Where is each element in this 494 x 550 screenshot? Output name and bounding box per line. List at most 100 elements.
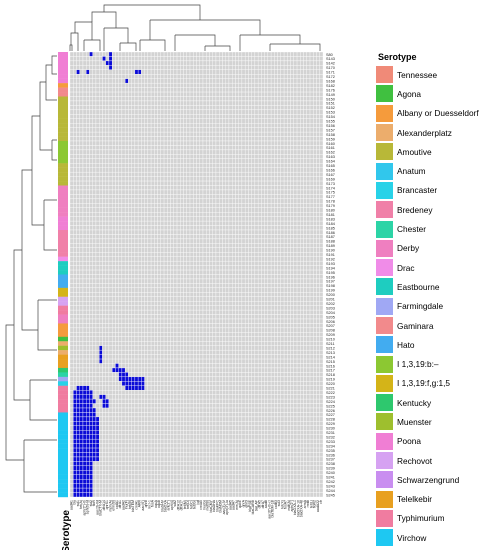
heatmap-cell-absent [118, 309, 123, 315]
heatmap-cell-absent [189, 51, 194, 57]
heatmap-cell-absent [108, 318, 113, 324]
heatmap-cell-absent [137, 114, 142, 119]
heatmap-cell-absent [79, 265, 84, 271]
heatmap-cell-absent [251, 212, 256, 217]
heatmap-cell-absent [160, 96, 165, 102]
heatmap-cell-absent [303, 171, 307, 177]
heatmap-cell-absent [219, 189, 223, 195]
heatmap-cell-absent [92, 256, 97, 262]
heatmap-cell-absent [73, 123, 77, 128]
heatmap-cell-absent [219, 314, 223, 320]
heatmap-cell-absent [293, 167, 298, 173]
heatmap-cell-absent [257, 87, 262, 93]
heatmap-cell-absent [160, 203, 165, 208]
serotype-strip-cell [58, 474, 68, 480]
heatmap-cell-absent [316, 109, 320, 115]
heatmap-cell-absent [180, 220, 184, 226]
heatmap-cell-absent [154, 243, 158, 248]
heatmap-cell-absent [69, 158, 74, 164]
heatmap-cell-absent [309, 74, 314, 79]
heatmap-cell-absent [189, 176, 194, 182]
serotype-strip-cell [58, 465, 68, 471]
serotype-strip-cell [58, 189, 68, 195]
heatmap-cell-absent [170, 220, 174, 226]
heatmap-cell-absent [82, 123, 87, 128]
heatmap-cell-absent [189, 118, 194, 124]
heatmap-cell-absent [79, 127, 84, 133]
heatmap-cell-absent [150, 296, 155, 302]
heatmap-cell-absent [160, 127, 165, 133]
heatmap-cell-absent [309, 207, 314, 213]
heatmap-cell-absent [241, 82, 246, 88]
heatmap-cell-absent [173, 318, 178, 324]
heatmap-cell-absent [244, 198, 249, 204]
heatmap-cell-absent [254, 207, 259, 213]
heatmap-cell-absent [92, 65, 97, 70]
heatmap-cell-absent [82, 131, 87, 137]
heatmap-cell-absent [248, 274, 252, 280]
heatmap-cell-absent [202, 91, 207, 97]
heatmap-cell-absent [183, 131, 187, 137]
heatmap-cell-absent [82, 203, 87, 208]
heatmap-cell-absent [102, 78, 106, 84]
heatmap-cell-absent [219, 56, 223, 62]
heatmap-cell-absent [238, 154, 243, 159]
heatmap-cell-absent [222, 203, 226, 208]
heatmap-cell-absent [219, 82, 223, 88]
heatmap-cell-absent [154, 149, 158, 155]
heatmap-cell-absent [215, 167, 220, 173]
heatmap-cell-absent [193, 87, 197, 93]
heatmap-cell-absent [134, 323, 139, 329]
heatmap-cell-absent [170, 296, 174, 302]
heatmap-cell-absent [306, 203, 311, 208]
heatmap-cell-absent [238, 149, 243, 155]
heatmap-cell-absent [280, 260, 285, 266]
heatmap-cell-absent [124, 260, 129, 266]
heatmap-cell-absent [115, 185, 119, 191]
heatmap-cell-absent [186, 203, 191, 208]
heatmap-cell-absent [180, 305, 184, 311]
heatmap-cell-absent [290, 256, 294, 262]
row-dendrogram-branch [43, 199, 57, 251]
heatmap-cell-absent [232, 234, 236, 240]
heatmap-cell-absent [82, 198, 87, 204]
heatmap-cell-absent [186, 260, 191, 266]
heatmap-cell-absent [257, 145, 262, 151]
heatmap-cell-absent [160, 145, 165, 151]
heatmap-cell-absent [319, 247, 324, 253]
heatmap-cell-absent [215, 314, 220, 320]
heatmap-cell-absent [95, 287, 100, 293]
heatmap-cell-absent [173, 265, 178, 271]
heatmap-cell-absent [196, 109, 200, 115]
heatmap-cell-absent [167, 189, 171, 195]
heatmap-cell-absent [270, 163, 275, 168]
heatmap-cell-absent [86, 309, 90, 315]
heatmap-cell-absent [118, 314, 123, 320]
heatmap-cell-absent [196, 78, 200, 84]
serotype-strip-cell [58, 283, 68, 289]
heatmap-cell-absent [293, 65, 298, 70]
heatmap-cell-absent [92, 78, 97, 84]
heatmap-cell-absent [290, 171, 294, 177]
heatmap-cell-absent [287, 269, 291, 275]
heatmap-cell-absent [131, 314, 136, 320]
heatmap-cell-absent [248, 100, 252, 106]
heatmap-cell-absent [124, 327, 129, 333]
heatmap-cell-absent [228, 69, 233, 75]
heatmap-cell-absent [309, 189, 314, 195]
heatmap-cell-absent [176, 140, 181, 146]
heatmap-cell-absent [283, 176, 288, 182]
heatmap-cell-absent [118, 278, 123, 284]
heatmap-cell-absent [150, 247, 155, 253]
heatmap-cell-absent [157, 220, 161, 226]
heatmap-cell-absent [209, 100, 213, 106]
heatmap-cell-absent [215, 123, 220, 128]
heatmap-cell-absent [248, 305, 252, 311]
heatmap-cell-absent [261, 260, 265, 266]
heatmap-cell-absent [196, 269, 200, 275]
heatmap-cell-absent [267, 65, 272, 70]
heatmap-cell-absent [209, 198, 213, 204]
heatmap-cell-absent [160, 216, 165, 222]
heatmap-cell-absent [199, 78, 204, 84]
heatmap-cell-absent [150, 69, 155, 75]
